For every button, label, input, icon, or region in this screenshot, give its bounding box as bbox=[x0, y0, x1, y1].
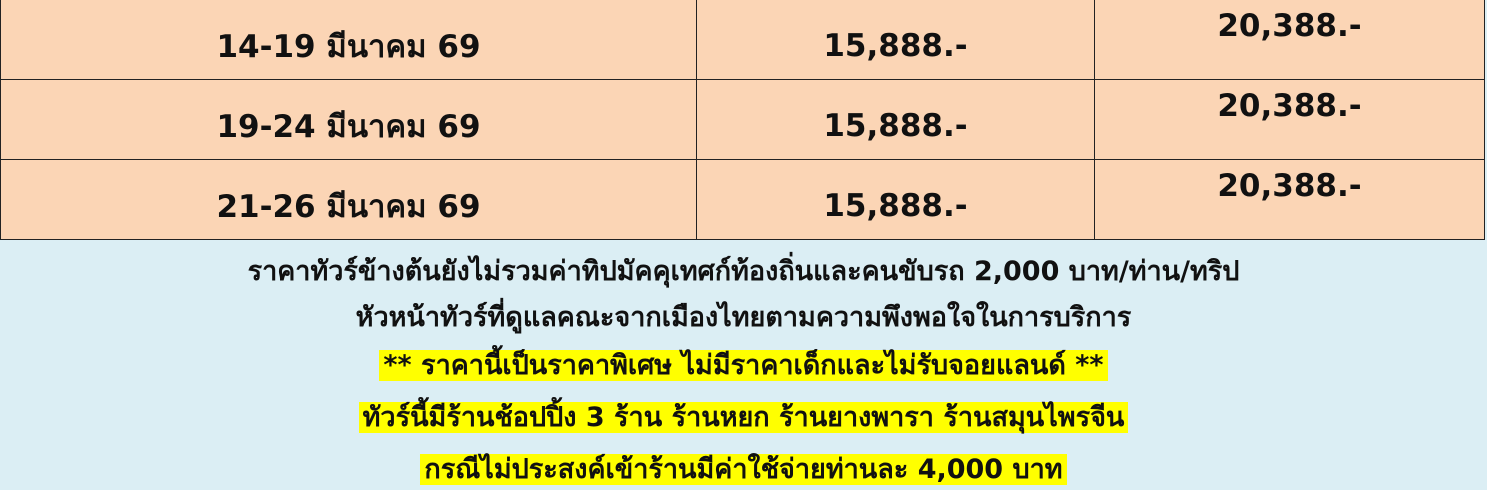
note-tour-leader: หัวหน้าทัวร์ที่ดูแลคณะจากเมืองไทยตามความ… bbox=[355, 302, 1132, 333]
table-row: 14-19 มีนาคม 69 15,888.- 20,388.- bbox=[0, 0, 1485, 80]
price-cell: 15,888.- bbox=[696, 0, 1094, 79]
price-cell: 15,888.- bbox=[696, 160, 1094, 239]
note-special-price: ** ราคานี้เป็นราคาพิเศษ ไม่มีราคาเด็กและ… bbox=[379, 350, 1108, 381]
note-tips: ราคาทัวร์ข้างต้นยังไม่รวมค่าทิปมัคคุเทศก… bbox=[247, 256, 1240, 287]
date-cell: 21-26 มีนาคม 69 bbox=[216, 188, 481, 225]
date-cell: 14-19 มีนาคม 69 bbox=[216, 28, 481, 65]
price2-cell: 20,388.- bbox=[1094, 80, 1484, 159]
table-row: 21-26 มีนาคม 69 15,888.- 20,388.- bbox=[0, 160, 1485, 240]
price2-cell: 20,388.- bbox=[1094, 0, 1484, 79]
table-row: 19-24 มีนาคม 69 15,888.- 20,388.- bbox=[0, 80, 1485, 160]
notes-section: ราคาทัวร์ข้างต้นยังไม่รวมค่าทิปมัคคุเทศก… bbox=[0, 241, 1487, 490]
note-shop-fee: กรณีไม่ประสงค์เข้าร้านมีค่าใช้จ่ายท่านละ… bbox=[420, 454, 1067, 485]
price-cell: 15,888.- bbox=[696, 80, 1094, 159]
note-shopping: ทัวร์นี้มีร้านช้อปปิ้ง 3 ร้าน ร้านหยก ร้… bbox=[358, 402, 1129, 433]
date-cell: 19-24 มีนาคม 69 bbox=[216, 108, 481, 145]
price2-cell: 20,388.- bbox=[1094, 160, 1484, 239]
